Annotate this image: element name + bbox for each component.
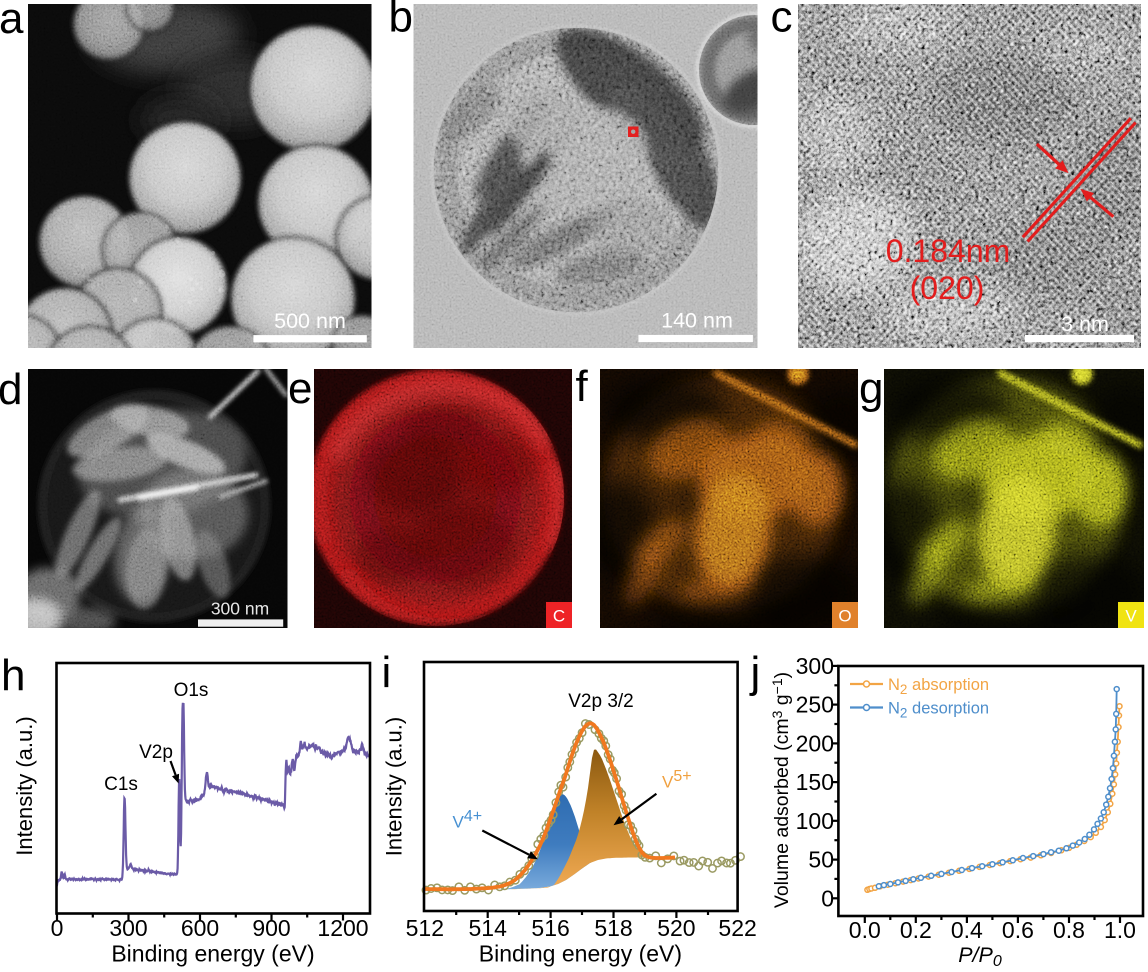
svg-text:C1s: C1s — [104, 774, 138, 795]
svg-text:3 nm: 3 nm — [1061, 312, 1109, 336]
svg-text:140 nm: 140 nm — [661, 309, 733, 333]
svg-text:V4+: V4+ — [453, 808, 483, 832]
svg-text:516: 516 — [531, 915, 569, 941]
svg-text:0.184nm: 0.184nm — [886, 233, 1011, 269]
svg-text:Intensity (a.u.): Intensity (a.u.) — [382, 717, 407, 856]
svg-text:250: 250 — [796, 692, 834, 718]
svg-text:e: e — [288, 364, 312, 413]
svg-text:V2p 3/2: V2p 3/2 — [568, 691, 634, 712]
svg-text:N2 desorption: N2 desorption — [888, 700, 989, 721]
svg-text:P/P0: P/P0 — [958, 943, 1002, 970]
svg-text:522: 522 — [718, 915, 756, 941]
svg-text:514: 514 — [469, 915, 508, 941]
svg-text:0.0: 0.0 — [849, 917, 881, 943]
svg-text:V5+: V5+ — [662, 768, 692, 792]
svg-text:Volume adsorbed (cm3 g−1): Volume adsorbed (cm3 g−1) — [769, 672, 793, 908]
svg-text:O1s: O1s — [174, 680, 209, 701]
svg-text:0.6: 0.6 — [1002, 917, 1034, 943]
svg-text:N2 absorption: N2 absorption — [888, 676, 989, 697]
svg-text:a: a — [0, 0, 24, 43]
svg-text:V: V — [1125, 607, 1137, 626]
svg-text:d: d — [0, 365, 22, 414]
svg-text:Intensity (a.u.): Intensity (a.u.) — [12, 716, 37, 855]
svg-text:150: 150 — [796, 769, 834, 795]
svg-text:0.2: 0.2 — [900, 917, 932, 943]
svg-text:300: 300 — [796, 653, 834, 679]
svg-text:500 nm: 500 nm — [274, 309, 346, 333]
svg-text:518: 518 — [594, 915, 632, 941]
svg-text:0.8: 0.8 — [1053, 917, 1085, 943]
svg-text:c: c — [771, 0, 793, 42]
svg-text:1200: 1200 — [317, 915, 368, 941]
svg-text:50: 50 — [808, 847, 834, 873]
svg-text:1.0: 1.0 — [1104, 917, 1136, 943]
svg-text:b: b — [389, 0, 413, 42]
svg-text:0: 0 — [51, 915, 64, 941]
svg-text:C: C — [553, 607, 565, 626]
svg-text:V2p: V2p — [139, 742, 173, 763]
svg-text:0: 0 — [821, 885, 834, 911]
svg-text:Binding energy (eV): Binding energy (eV) — [111, 941, 314, 967]
svg-text:0.4: 0.4 — [951, 917, 983, 943]
svg-text:g: g — [859, 364, 883, 413]
svg-text:300 nm: 300 nm — [211, 599, 269, 619]
svg-text:O: O — [838, 607, 851, 626]
svg-text:300: 300 — [109, 915, 147, 941]
svg-text:(020): (020) — [910, 270, 985, 306]
svg-text:j: j — [749, 648, 761, 697]
svg-text:h: h — [1, 651, 25, 700]
svg-text:512: 512 — [406, 915, 444, 941]
svg-text:i: i — [382, 648, 392, 697]
svg-text:Binding energy (eV): Binding energy (eV) — [479, 941, 682, 967]
svg-text:f: f — [576, 362, 589, 411]
svg-text:520: 520 — [657, 915, 695, 941]
svg-text:900: 900 — [252, 915, 290, 941]
svg-text:200: 200 — [796, 730, 834, 756]
svg-text:100: 100 — [796, 808, 834, 834]
svg-text:600: 600 — [181, 915, 219, 941]
